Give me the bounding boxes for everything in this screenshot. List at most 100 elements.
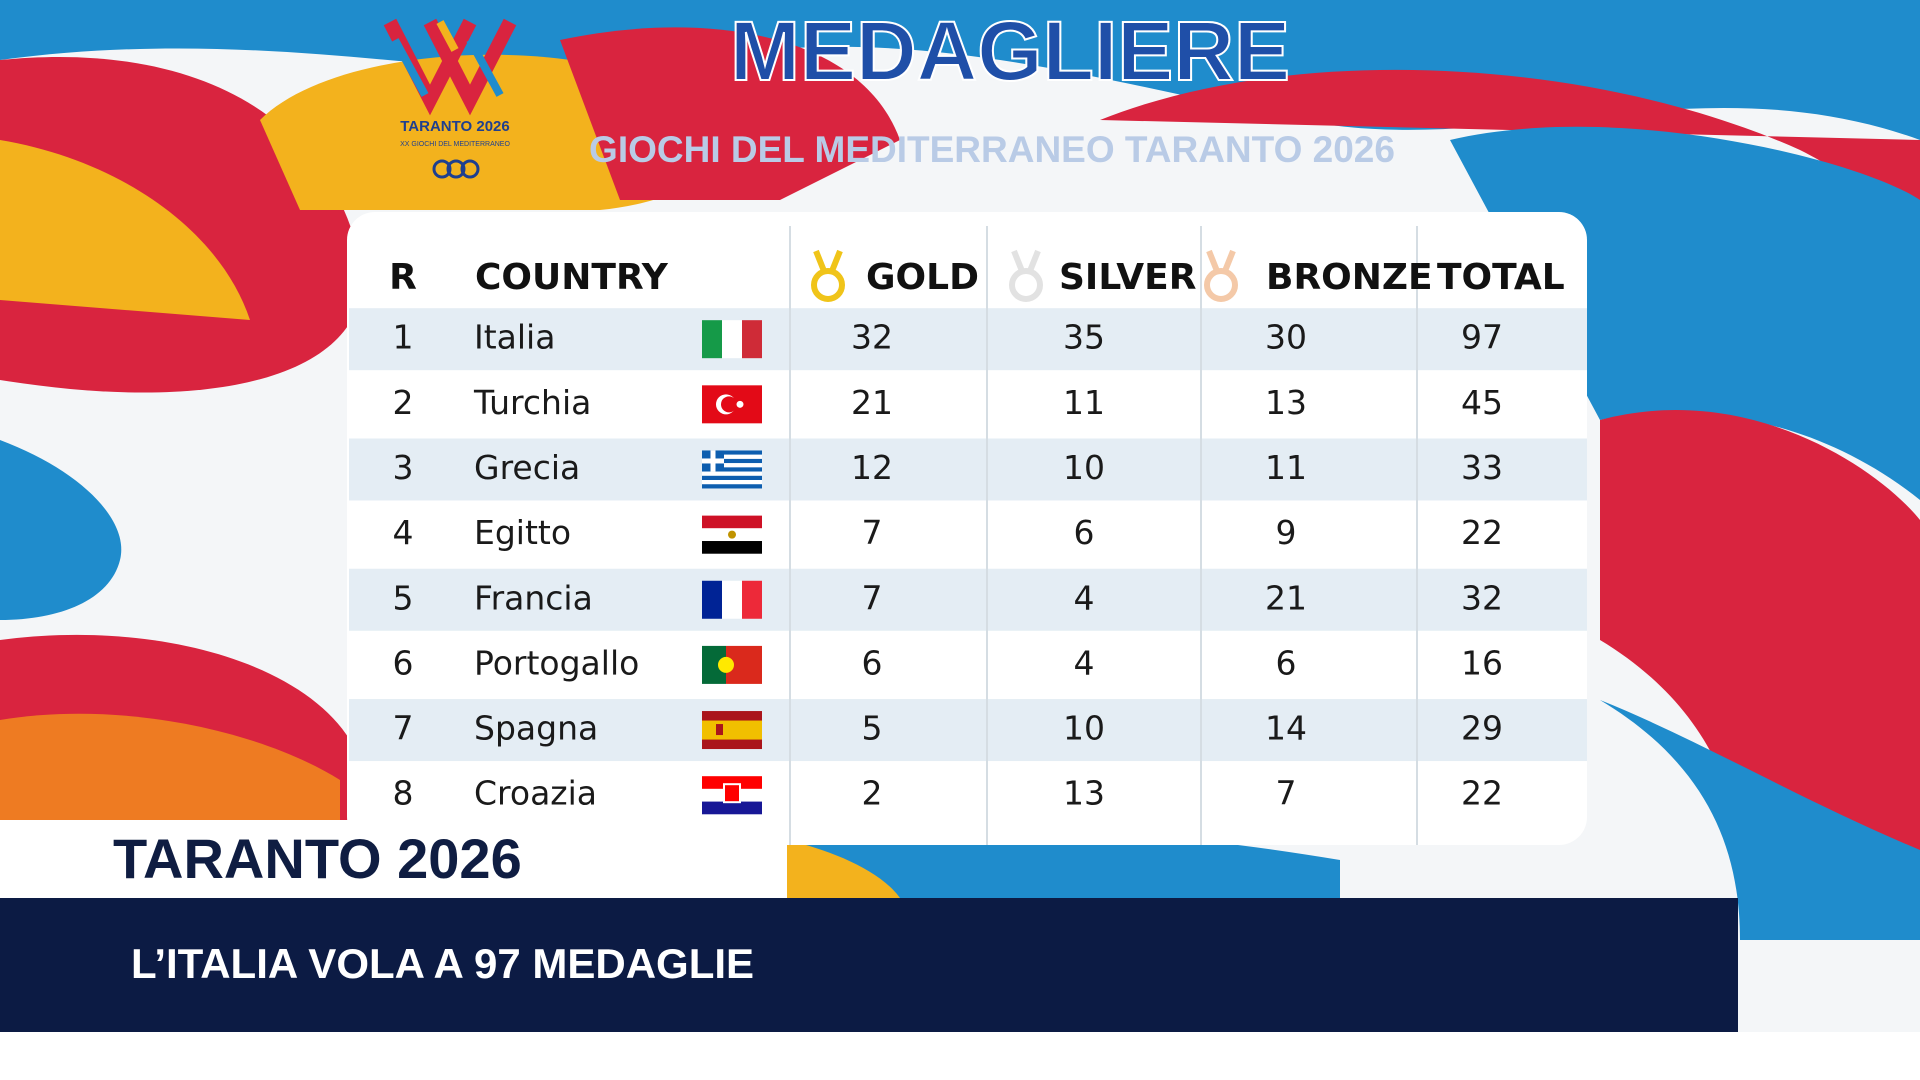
flag-band [702, 720, 762, 740]
country-name: Egitto [474, 513, 571, 552]
logo: TARANTO 2026 XX GIOCHI DEL MEDITERRANEO [383, 18, 517, 179]
country-name: Portogallo [474, 643, 639, 682]
row-stripe [349, 308, 1587, 371]
rank: 6 [393, 643, 414, 682]
medal-icon [1204, 268, 1238, 302]
row-stripe [349, 699, 1587, 762]
medal-count: 13 [1265, 383, 1307, 422]
flag-band [702, 458, 762, 464]
flag-band [702, 463, 762, 468]
flag-star [736, 400, 744, 408]
column-header: TOTAL [1437, 257, 1565, 298]
rank: 1 [393, 318, 414, 357]
medal-count: 5 [862, 709, 883, 748]
row-stripe [349, 568, 1587, 631]
country-name: Francia [474, 578, 593, 617]
medal-count: 7 [1276, 774, 1297, 813]
medal-count: 2 [862, 774, 883, 813]
medal-count: 22 [1461, 513, 1503, 552]
lower-third-label: TARANTO 2026 [113, 827, 522, 890]
medal-count: 30 [1265, 318, 1307, 357]
flag-band [722, 580, 742, 619]
flag-crescent [721, 396, 737, 413]
country-name: Grecia [474, 448, 580, 487]
flag-band [702, 801, 762, 815]
flag [702, 385, 762, 424]
flag [702, 450, 762, 489]
label-strip [0, 820, 787, 898]
flag [702, 580, 762, 619]
rank: 4 [393, 513, 414, 552]
medal-ribbon [1206, 249, 1236, 273]
flag-emblem [718, 656, 734, 673]
logo-subtitle: XX GIOCHI DEL MEDITERRANEO [400, 141, 510, 148]
medal-count: 35 [1063, 318, 1105, 357]
medal-icon [811, 268, 845, 302]
medal-count: 6 [862, 643, 883, 682]
flag-emblem [716, 724, 723, 736]
medal-count: 16 [1461, 643, 1503, 682]
flag-band [702, 454, 762, 459]
rank: 3 [393, 448, 414, 487]
flag-band [702, 467, 762, 472]
country-name: Spagna [474, 709, 598, 748]
medal-count: 12 [851, 448, 893, 487]
flag [702, 776, 762, 815]
row-stripe [349, 438, 1587, 501]
column-header: R [389, 257, 417, 298]
headline-bar [0, 898, 1738, 1032]
rank: 2 [393, 383, 414, 422]
medal-count: 14 [1265, 709, 1307, 748]
flag-band [702, 450, 762, 455]
medal-count: 13 [1063, 774, 1105, 813]
flag-emblem [728, 530, 736, 539]
medal-count: 4 [1074, 643, 1095, 682]
flag-band [702, 541, 762, 554]
flag-band [702, 320, 722, 359]
flag-band [742, 320, 762, 359]
flag-band [702, 580, 722, 619]
medal-count: 6 [1074, 513, 1095, 552]
flag [702, 711, 762, 750]
medal-count: 6 [1276, 643, 1297, 682]
flag [702, 320, 762, 359]
medal-count: 97 [1461, 318, 1503, 357]
logo-name: TARANTO 2026 [400, 118, 509, 135]
flag-cross [710, 450, 716, 472]
column-header: BRONZE [1266, 257, 1433, 298]
country-name: Croazia [474, 774, 597, 813]
flag-band [742, 580, 762, 619]
bottom-margin [0, 1032, 1920, 1080]
flag-band [702, 776, 762, 789]
flag [702, 645, 762, 684]
table-card [347, 212, 1587, 845]
flag-band [702, 475, 762, 481]
country-name: Italia [474, 318, 555, 357]
medal-count: 29 [1461, 709, 1503, 748]
medal-count: 4 [1074, 578, 1095, 617]
medal-ribbon [813, 249, 843, 273]
country-name: Turchia [473, 383, 591, 422]
rank: 5 [393, 578, 414, 617]
headline: L’ITALIA VOLA A 97 MEDAGLIE [131, 940, 754, 987]
medal-count: 11 [1265, 448, 1307, 487]
medal-count: 22 [1461, 774, 1503, 813]
medal-count: 7 [862, 513, 883, 552]
flag [702, 515, 762, 554]
medal-icon [1009, 268, 1043, 302]
rank: 7 [393, 709, 414, 748]
flag-band [702, 515, 762, 529]
subtitle: GIOCHI DEL MEDITERRANEO TARANTO 2026 [589, 129, 1395, 170]
column-header: GOLD [866, 257, 979, 298]
medal-ribbon [1011, 249, 1041, 273]
flag-emblem [723, 783, 741, 804]
flag-band [702, 484, 762, 489]
medal-count: 21 [851, 383, 893, 422]
flag-band [702, 480, 762, 485]
title: MEDAGLIERE [730, 4, 1290, 98]
medal-count: 10 [1063, 709, 1105, 748]
medal-count: 33 [1461, 448, 1503, 487]
